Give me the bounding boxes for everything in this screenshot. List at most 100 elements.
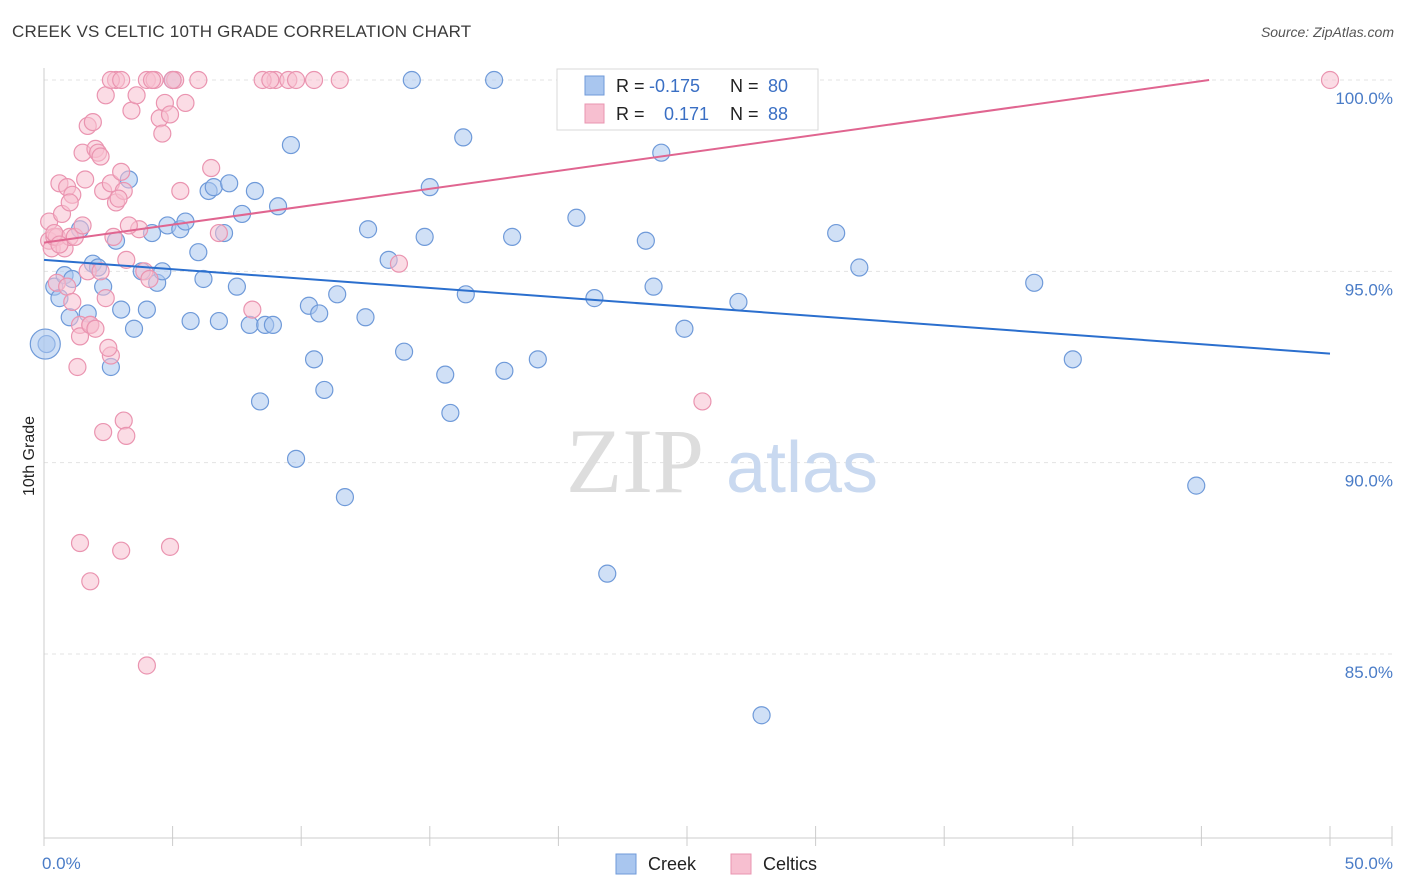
creek-point bbox=[281, 135, 301, 155]
x-tick-label-min: 0.0% bbox=[42, 854, 81, 873]
creek-point bbox=[358, 220, 378, 239]
y-tick-label: 95.0% bbox=[1345, 280, 1393, 299]
creek-r-value: -0.175 bbox=[649, 76, 700, 96]
creek-point bbox=[652, 143, 671, 162]
creek-point bbox=[752, 706, 771, 725]
creek-point bbox=[441, 403, 460, 423]
celtics-point bbox=[91, 147, 110, 166]
legend-creek-swatch bbox=[615, 853, 637, 875]
celtics-point bbox=[96, 86, 115, 105]
creek-point bbox=[356, 308, 375, 327]
celtics-points bbox=[40, 70, 1340, 675]
celtics-r-label: R = bbox=[616, 104, 645, 124]
creek-point bbox=[415, 227, 434, 246]
creek-point bbox=[204, 178, 223, 197]
creek-point-large bbox=[29, 328, 61, 360]
celtics-point bbox=[304, 70, 324, 90]
celtics-point bbox=[1320, 70, 1340, 90]
watermark: ZIP atlas bbox=[566, 410, 878, 512]
celtics-swatch bbox=[584, 103, 605, 124]
celtics-point bbox=[68, 357, 87, 377]
creek-point bbox=[729, 292, 748, 312]
stats-legend: R = -0.175 N = 80 R = 0.171 N = 88 bbox=[556, 68, 819, 131]
celtics-point bbox=[243, 300, 262, 319]
celtics-point bbox=[117, 426, 136, 445]
creek-point bbox=[402, 70, 421, 90]
celtics-point bbox=[109, 189, 128, 208]
creek-point bbox=[495, 361, 514, 380]
celtics-point bbox=[171, 181, 190, 201]
celtics-point bbox=[189, 70, 208, 90]
creek-point bbox=[328, 285, 347, 304]
creek-point bbox=[454, 128, 473, 147]
watermark-zip: ZIP bbox=[566, 410, 704, 512]
creek-r-label: R = bbox=[616, 76, 645, 96]
x-tick-label-max: 50.0% bbox=[1345, 854, 1393, 873]
celtics-r-value: 0.171 bbox=[664, 104, 709, 124]
celtics-n-value: 88 bbox=[768, 104, 788, 124]
creek-point bbox=[137, 300, 156, 319]
celtics-point bbox=[137, 656, 156, 675]
celtics-trend-line bbox=[43, 79, 1210, 244]
gridlines bbox=[44, 79, 1392, 655]
celtics-point bbox=[286, 70, 306, 90]
celtics-point bbox=[91, 262, 110, 281]
celtics-point bbox=[160, 105, 180, 124]
celtics-point bbox=[104, 227, 123, 246]
celtics-point bbox=[83, 112, 102, 132]
creek-point bbox=[304, 350, 324, 369]
y-tick-label: 85.0% bbox=[1345, 663, 1393, 682]
creek-point bbox=[585, 289, 604, 308]
celtics-point bbox=[60, 193, 79, 212]
creek-point bbox=[503, 227, 522, 246]
celtics-point bbox=[86, 319, 105, 338]
celtics-point bbox=[389, 254, 409, 273]
celtics-point bbox=[99, 338, 118, 357]
creek-point bbox=[245, 181, 265, 201]
creek-point bbox=[528, 350, 547, 369]
legend-celtics-label: Celtics bbox=[763, 854, 817, 874]
celtics-point bbox=[112, 162, 131, 181]
creek-point bbox=[181, 311, 200, 331]
celtics-point bbox=[117, 250, 136, 269]
chart-source: Source: ZipAtlas.com bbox=[1260, 24, 1394, 40]
celtics-point bbox=[73, 216, 92, 235]
celtics-point bbox=[112, 541, 131, 560]
celtics-point bbox=[160, 537, 180, 556]
y-axis-label: 10th Grade bbox=[21, 416, 38, 496]
celtics-point bbox=[94, 422, 113, 442]
x-tick-labels: 0.0% 50.0% bbox=[42, 854, 1393, 873]
celtics-point bbox=[163, 70, 182, 90]
creek-point bbox=[209, 311, 228, 331]
creek-point bbox=[124, 319, 144, 338]
celtics-point bbox=[202, 158, 221, 178]
creek-point bbox=[240, 315, 259, 335]
creek-point bbox=[263, 315, 283, 335]
legend-celtics-swatch bbox=[730, 853, 752, 875]
celtics-point bbox=[96, 289, 115, 308]
celtics-point bbox=[114, 411, 133, 430]
creek-point bbox=[827, 223, 846, 243]
creek-point bbox=[189, 243, 208, 262]
creek-point bbox=[315, 380, 334, 400]
creek-point bbox=[598, 564, 617, 583]
creek-point bbox=[1063, 350, 1082, 369]
creek-point bbox=[335, 488, 355, 507]
creek-point bbox=[310, 304, 329, 323]
celtics-point bbox=[50, 235, 69, 254]
trend-lines bbox=[43, 79, 1331, 355]
creek-point bbox=[286, 449, 306, 468]
creek-n-value: 80 bbox=[768, 76, 788, 96]
celtics-point bbox=[153, 124, 172, 143]
creek-swatch bbox=[584, 75, 605, 96]
y-tick-label: 100.0% bbox=[1335, 89, 1393, 108]
creek-point bbox=[636, 231, 655, 250]
celtics-point bbox=[140, 269, 159, 289]
celtics-point bbox=[63, 292, 82, 312]
creek-n-label: N = bbox=[730, 76, 759, 96]
axes bbox=[43, 68, 1393, 846]
celtics-point bbox=[112, 70, 131, 90]
legend-creek-label: Creek bbox=[648, 854, 697, 874]
celtics-point bbox=[127, 86, 146, 105]
